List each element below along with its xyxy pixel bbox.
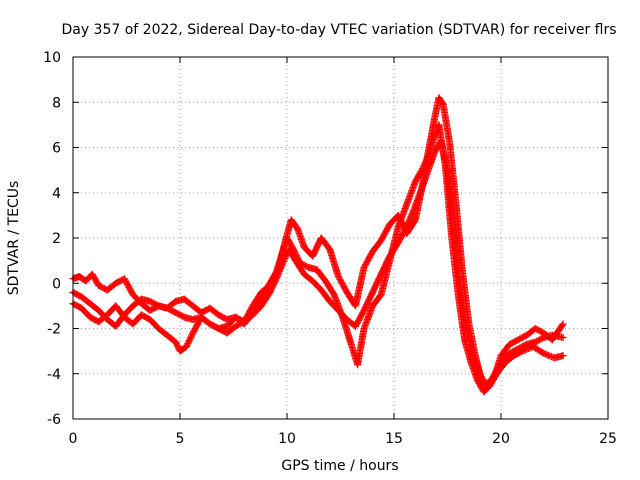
data-point: [274, 267, 282, 275]
chart-title: Day 357 of 2022, Sidereal Day-to-day VTE…: [61, 22, 616, 38]
data-point: [559, 320, 567, 328]
x-tick-label: 5: [176, 431, 185, 447]
data-point: [173, 341, 181, 349]
y-axis-label: SDTVAR / TECUs: [6, 181, 22, 296]
data-point: [187, 332, 195, 340]
data-point: [184, 340, 192, 348]
data-point: [186, 335, 194, 343]
x-tick-label: 0: [69, 431, 78, 447]
x-tick-label: 10: [278, 431, 296, 447]
data-point: [174, 343, 182, 351]
y-tick-label: 8: [52, 95, 61, 111]
series-layer: [69, 94, 567, 396]
x-tick-label: 20: [492, 431, 510, 447]
data-point: [187, 334, 195, 342]
y-tick-label: -4: [47, 367, 61, 383]
data-point: [185, 338, 193, 346]
series-3: [69, 94, 567, 391]
y-tick-label: 4: [52, 186, 61, 202]
data-point: [559, 334, 567, 342]
data-point: [172, 340, 180, 348]
y-tick-label: -2: [47, 322, 61, 338]
y-tick-label: 2: [52, 231, 61, 247]
data-point: [183, 341, 191, 349]
data-point: [559, 352, 567, 360]
x-tick-label: 25: [599, 431, 617, 447]
x-axis-label: GPS time / hours: [281, 458, 398, 474]
data-point: [182, 343, 190, 351]
data-point: [185, 337, 193, 345]
data-point: [172, 338, 180, 346]
y-tick-label: -6: [47, 412, 61, 428]
y-tick-label: 10: [43, 50, 61, 66]
x-tick-label: 15: [385, 431, 403, 447]
data-point: [267, 287, 275, 295]
y-tick-label: 6: [52, 141, 61, 157]
data-point: [558, 321, 566, 329]
y-tick-label: 0: [52, 276, 61, 292]
ticks: 0 5 10 15 20 25 -6 -4 -2 0 2 4 6 8 10: [43, 50, 617, 447]
data-point: [266, 288, 274, 296]
